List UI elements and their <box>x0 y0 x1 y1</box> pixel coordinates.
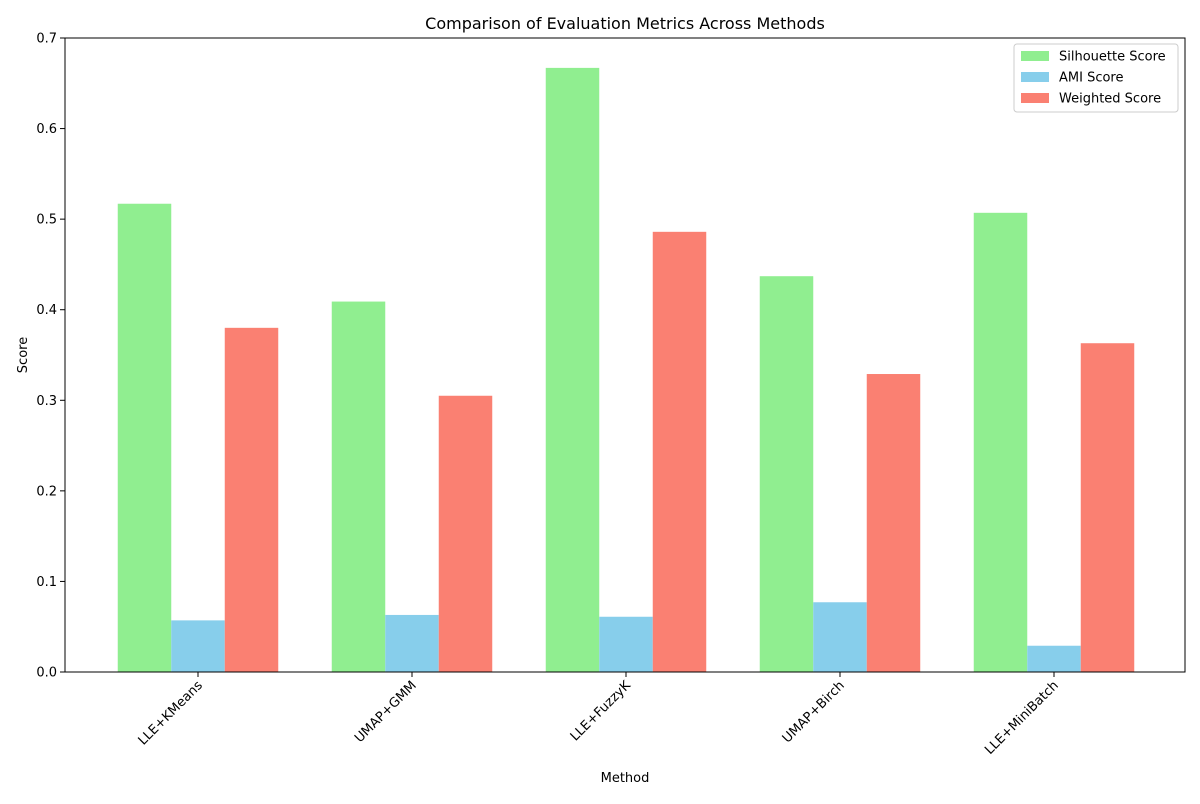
x-tick-label: UMAP+Birch <box>780 678 848 746</box>
y-tick-label: 0.5 <box>36 213 57 228</box>
y-tick-label: 0.2 <box>36 484 57 499</box>
plot-area <box>117 67 1135 673</box>
y-tick-label: 0.1 <box>36 575 57 590</box>
bar-1-2 <box>599 616 653 672</box>
chart-title: Comparison of Evaluation Metrics Across … <box>425 14 825 33</box>
x-tick-label: LLE+MiniBatch <box>982 678 1062 758</box>
legend-label: AMI Score <box>1059 71 1124 86</box>
bar-1-0 <box>171 620 225 672</box>
legend-swatch <box>1021 93 1049 103</box>
bar-2-1 <box>438 395 493 672</box>
axes-frame <box>64 37 1186 673</box>
y-axis-label: Score <box>16 337 31 373</box>
y-tick-label: 0.7 <box>36 32 57 47</box>
legend-swatch <box>1021 72 1049 82</box>
bar-0-3 <box>759 276 814 672</box>
y-axis: 0.0 0.1 0.2 0.3 0.4 0.5 0.6 0.7 <box>36 32 65 681</box>
bar-0-4 <box>973 212 1028 672</box>
legend-box <box>1013 43 1179 113</box>
x-tick-label: LLE+FuzzyK <box>568 678 634 744</box>
y-tick-label: 0.4 <box>36 303 57 318</box>
legend: Silhouette Score AMI Score Weighted Score <box>1013 43 1179 113</box>
bar-1-1 <box>385 614 439 672</box>
y-tick-label: 0.6 <box>36 122 57 137</box>
bar-2-2 <box>652 231 707 672</box>
bar-0-0 <box>117 203 172 672</box>
x-axis-label: Method <box>601 771 650 786</box>
y-tick-label: 0.3 <box>36 394 57 409</box>
legend-label: Weighted Score <box>1059 92 1161 107</box>
bar-2-4 <box>1080 343 1135 672</box>
bar-1-3 <box>813 602 867 672</box>
bar-2-3 <box>866 374 921 672</box>
legend-label: Silhouette Score <box>1059 50 1166 65</box>
bar-0-2 <box>545 67 600 673</box>
x-tick-label: UMAP+GMM <box>352 678 420 746</box>
x-axis: LLE+KMeans UMAP+GMM LLE+FuzzyK UMAP+Birch LL… <box>136 672 1062 758</box>
bar-1-4 <box>1027 645 1081 672</box>
y-tick-label: 0.0 <box>36 666 57 681</box>
bar-2-0 <box>224 327 279 672</box>
bar-0-1 <box>331 301 386 672</box>
x-tick-label: LLE+KMeans <box>136 678 206 748</box>
legend-swatch <box>1021 51 1049 61</box>
